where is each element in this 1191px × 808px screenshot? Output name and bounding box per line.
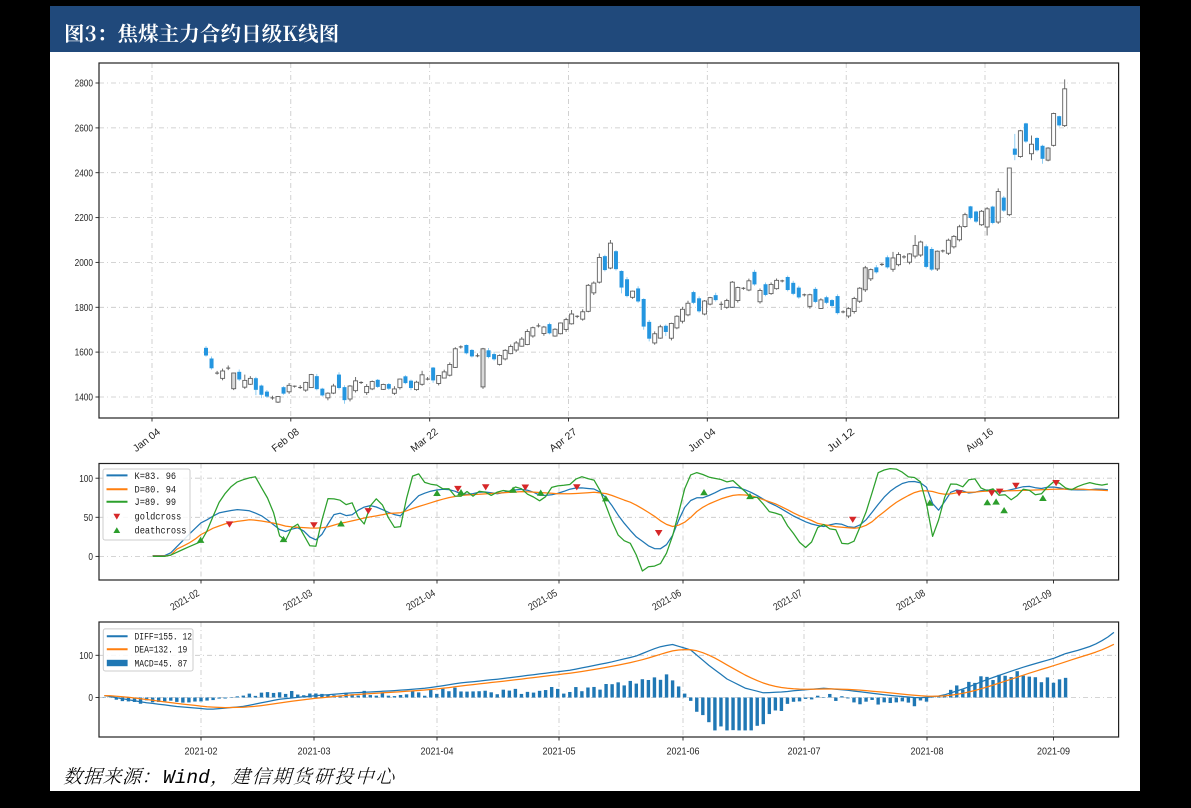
svg-text:2021-03: 2021-03 xyxy=(298,746,331,757)
svg-text:100: 100 xyxy=(79,651,93,662)
svg-text:0: 0 xyxy=(88,693,93,704)
svg-text:2021-06: 2021-06 xyxy=(667,746,700,757)
svg-text:2800: 2800 xyxy=(75,79,94,90)
svg-text:2400: 2400 xyxy=(75,168,94,179)
svg-text:2000: 2000 xyxy=(75,258,94,269)
svg-text:1800: 1800 xyxy=(75,303,94,314)
svg-text:D=80. 94: D=80. 94 xyxy=(135,485,177,496)
svg-text:2021-02: 2021-02 xyxy=(185,746,218,757)
svg-text:2021-08: 2021-08 xyxy=(911,746,944,757)
svg-text:goldcross: goldcross xyxy=(135,512,182,523)
svg-text:50: 50 xyxy=(84,513,93,524)
svg-text:DIFF=155. 12: DIFF=155. 12 xyxy=(135,632,193,643)
svg-text:1400: 1400 xyxy=(75,393,94,404)
svg-text:2021-05: 2021-05 xyxy=(543,746,576,757)
svg-text:2600: 2600 xyxy=(75,124,94,135)
svg-text:DEA=132. 19: DEA=132. 19 xyxy=(135,645,188,656)
svg-text:2021-04: 2021-04 xyxy=(421,746,454,757)
svg-text:Wind: Wind xyxy=(163,767,210,789)
svg-text:2021-07: 2021-07 xyxy=(788,746,821,757)
svg-text:deathcross: deathcross xyxy=(135,525,187,536)
svg-text:2021-09: 2021-09 xyxy=(1037,746,1070,757)
svg-text:J=89. 99: J=89. 99 xyxy=(135,497,177,508)
svg-text:2200: 2200 xyxy=(75,213,94,224)
svg-text:K=83. 96: K=83. 96 xyxy=(135,471,177,482)
svg-text:1600: 1600 xyxy=(75,348,94,359)
svg-text:MACD=45. 87: MACD=45. 87 xyxy=(135,658,188,669)
svg-text:0: 0 xyxy=(88,552,93,563)
svg-text:100: 100 xyxy=(79,474,93,485)
